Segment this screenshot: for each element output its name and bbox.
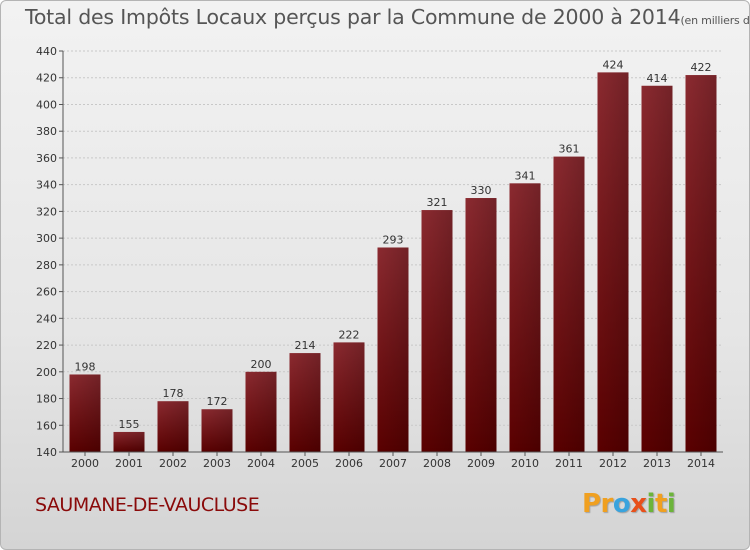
x-tick-label: 2010 xyxy=(511,457,539,470)
data-label: 178 xyxy=(163,387,184,400)
y-tick-label: 160 xyxy=(36,419,57,432)
chart-subtitle: (en milliers d'€) xyxy=(680,14,750,27)
data-label: 293 xyxy=(383,233,404,246)
chart-title: Total des Impôts Locaux perçus par la Co… xyxy=(25,5,750,29)
logo-part-4: i xyxy=(646,489,656,519)
y-tick-label: 280 xyxy=(36,259,57,272)
bar-shade xyxy=(333,342,365,452)
bar-shade xyxy=(201,409,233,452)
bar-shade xyxy=(113,431,145,452)
bar-shade xyxy=(553,156,585,452)
data-label: 198 xyxy=(75,360,96,373)
bars: 198 155 178 172 200 214 222 293 321 330 341 361 424 4… xyxy=(69,58,717,453)
y-tick-label: 400 xyxy=(36,98,57,111)
x-tick-label: 2012 xyxy=(599,457,627,470)
x-tick-label: 2008 xyxy=(423,457,451,470)
x-tick-label: 2004 xyxy=(247,457,275,470)
y-tick-label: 380 xyxy=(36,125,57,138)
commune-name: SAUMANE-DE-VAUCLUSE xyxy=(35,494,260,516)
y-tick-label: 360 xyxy=(36,152,57,165)
data-label: 155 xyxy=(119,418,140,431)
y-tick-label: 140 xyxy=(36,446,57,459)
x-tick-label: 2000 xyxy=(71,457,99,470)
logo-part-2: o xyxy=(612,489,631,519)
bar-shade xyxy=(245,371,277,452)
data-label: 200 xyxy=(251,358,272,371)
bar-shade xyxy=(289,353,321,452)
data-label: 424 xyxy=(603,58,624,71)
x-tick-label: 2007 xyxy=(379,457,407,470)
chart-title-text: Total des Impôts Locaux perçus par la Co… xyxy=(25,5,681,29)
data-label: 214 xyxy=(295,339,316,352)
logo-part-5: t xyxy=(654,489,667,519)
bar-shade xyxy=(157,401,189,452)
y-tick-label: 240 xyxy=(36,312,57,325)
x-tick-label: 2013 xyxy=(643,457,671,470)
y-tick-label: 220 xyxy=(36,339,57,352)
y-tick-label: 340 xyxy=(36,179,57,192)
x-tick-label: 2009 xyxy=(467,457,495,470)
data-label: 361 xyxy=(559,143,580,156)
bar-shade xyxy=(69,374,101,452)
x-tick-label: 2011 xyxy=(555,457,583,470)
x-tick-label: 2001 xyxy=(115,457,143,470)
data-label: 172 xyxy=(207,395,228,408)
logo-part-3: x xyxy=(630,489,647,519)
bar-shade xyxy=(465,198,497,452)
y-tick-label: 200 xyxy=(36,366,57,379)
y-tick-label: 180 xyxy=(36,393,57,406)
bar-shade xyxy=(509,183,541,452)
y-tick-label: 260 xyxy=(36,286,57,299)
x-tick-label: 2002 xyxy=(159,457,187,470)
data-label: 422 xyxy=(691,61,712,74)
x-tick-label: 2006 xyxy=(335,457,363,470)
bar-shade xyxy=(641,85,673,453)
x-tick-label: 2003 xyxy=(203,457,231,470)
data-label: 321 xyxy=(427,196,448,209)
y-tick-label: 300 xyxy=(36,232,57,245)
x-tick-label: 2014 xyxy=(687,457,715,470)
y-tick-label: 440 xyxy=(36,45,57,58)
data-label: 414 xyxy=(647,72,668,85)
bar-shade xyxy=(685,75,717,452)
y-tick-label: 420 xyxy=(36,72,57,85)
data-label: 222 xyxy=(339,328,360,341)
y-tick-label: 320 xyxy=(36,205,57,218)
bar-shade xyxy=(421,210,453,452)
logo-part-1: Pr xyxy=(582,489,613,519)
y-axis: 140 160 180 200 220 240 260 280 300 320 340 360 380 4… xyxy=(36,45,64,459)
x-axis: 2000 2001 2002 2003 2004 2005 2006 2007 2008 2009… xyxy=(63,451,723,470)
proxiti-logo[interactable]: Proxiti xyxy=(582,489,676,519)
bar-shade xyxy=(377,247,409,452)
x-tick-label: 2005 xyxy=(291,457,319,470)
data-label: 341 xyxy=(515,169,536,182)
bar-shade xyxy=(597,72,629,453)
data-label: 330 xyxy=(471,184,492,197)
logo-part-6: i xyxy=(666,489,676,519)
